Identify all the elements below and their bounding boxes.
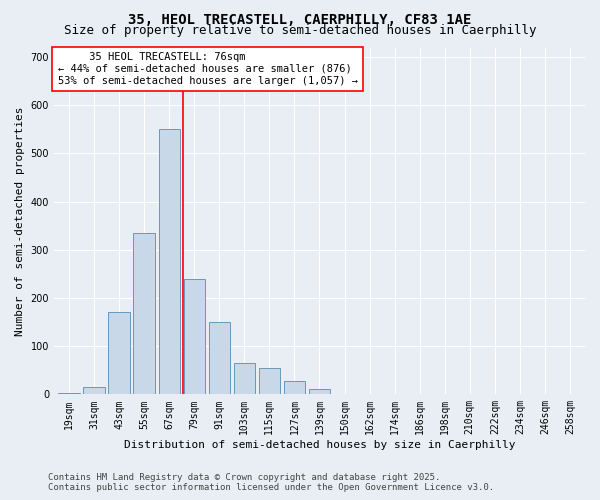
Bar	[184, 278, 205, 394]
Bar	[133, 233, 155, 394]
Bar	[259, 368, 280, 394]
Bar	[309, 388, 330, 394]
Bar	[109, 312, 130, 394]
Text: 35, HEOL TRECASTELL, CAERPHILLY, CF83 1AE: 35, HEOL TRECASTELL, CAERPHILLY, CF83 1A…	[128, 12, 472, 26]
Bar	[83, 387, 104, 394]
Y-axis label: Number of semi-detached properties: Number of semi-detached properties	[15, 106, 25, 336]
Bar	[284, 381, 305, 394]
Text: 35 HEOL TRECASTELL: 76sqm
← 44% of semi-detached houses are smaller (876)
53% of: 35 HEOL TRECASTELL: 76sqm ← 44% of semi-…	[58, 52, 358, 86]
X-axis label: Distribution of semi-detached houses by size in Caerphilly: Distribution of semi-detached houses by …	[124, 440, 515, 450]
Bar	[233, 363, 255, 394]
Text: Size of property relative to semi-detached houses in Caerphilly: Size of property relative to semi-detach…	[64, 24, 536, 37]
Bar	[209, 322, 230, 394]
Bar	[158, 130, 180, 394]
Text: Contains HM Land Registry data © Crown copyright and database right 2025.
Contai: Contains HM Land Registry data © Crown c…	[48, 473, 494, 492]
